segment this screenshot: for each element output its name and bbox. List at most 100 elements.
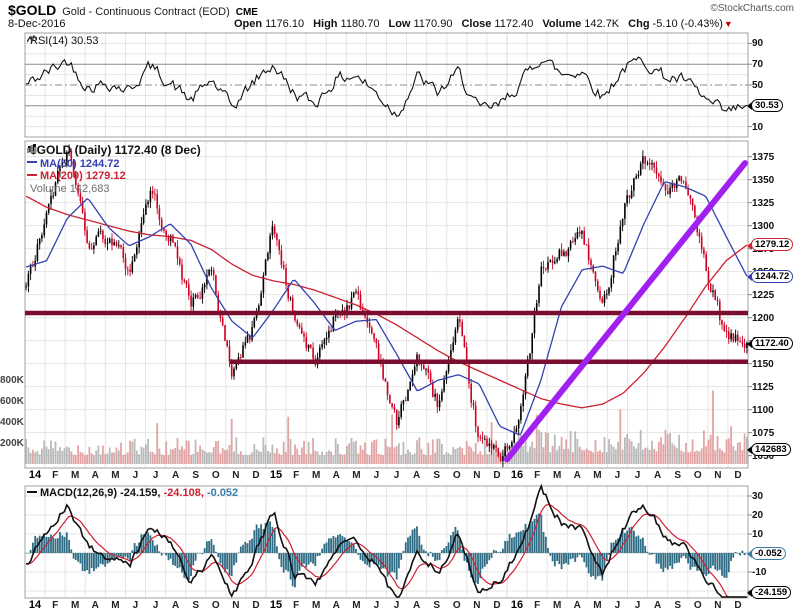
month-label: O <box>693 600 702 611</box>
month-label: N <box>232 600 240 611</box>
month-label: 16 <box>510 599 524 611</box>
month-label: J <box>634 600 641 611</box>
month-label: F <box>293 470 300 481</box>
month-label: N <box>714 600 722 611</box>
quote-high: High 1180.70 <box>313 18 380 30</box>
rsi-axis-label: 90 <box>752 38 764 50</box>
macd-hist-value: -0.052 <box>206 487 239 499</box>
macd-axis-label: 30 <box>752 491 764 502</box>
month-label: F <box>52 470 59 481</box>
month-label: 16 <box>510 469 524 481</box>
month-label: M <box>71 600 80 611</box>
month-label: J <box>614 470 621 481</box>
volume-axis-label: 400K <box>0 417 24 428</box>
volume-label: Volume 142,683 <box>30 182 110 195</box>
price-axis-label: 1200 <box>752 312 775 324</box>
month-label: M <box>593 600 602 611</box>
change-down-icon: ▼ <box>723 19 733 29</box>
macd-axis-label: 10 <box>752 529 764 540</box>
price-axis-label: 1300 <box>752 220 775 232</box>
month-label: A <box>172 600 180 611</box>
exchange: CME <box>235 7 258 18</box>
month-label: J <box>132 470 139 481</box>
month-label: A <box>172 470 180 481</box>
month-label: S <box>674 470 682 481</box>
month-label: A <box>91 600 99 611</box>
price-axis-label: 1125 <box>752 381 774 393</box>
close-value-tag: 1172.40 <box>747 336 793 350</box>
price-axis-label: 1375 <box>752 151 775 163</box>
month-label: 14 <box>28 599 42 611</box>
rsi-value-tag: 30.53 <box>747 98 783 112</box>
volume-axis-label: 800K <box>0 375 24 386</box>
copyright-link[interactable]: ©StockCharts.com <box>710 3 794 14</box>
month-label: A <box>573 600 581 611</box>
month-label: N <box>232 470 240 481</box>
month-label: D <box>493 470 501 481</box>
macd-line <box>26 483 747 598</box>
month-label: M <box>312 470 321 481</box>
month-label: 15 <box>269 469 283 481</box>
month-label: M <box>352 470 361 481</box>
price-legend-title: $GOLD (Daily) 1172.40 (8 Dec) <box>30 143 201 157</box>
ma200-line <box>25 195 748 409</box>
month-label: J <box>152 600 159 611</box>
month-label: O <box>452 600 461 611</box>
month-label: N <box>473 600 481 611</box>
month-label: O <box>211 470 220 481</box>
price-axis-label: 1100 <box>752 404 774 416</box>
price-legend: $GOLD (Daily) 1172.40 (8 Dec) MA(50) 124… <box>27 144 201 195</box>
month-label: A <box>413 600 421 611</box>
month-label: M <box>71 470 80 481</box>
month-label: M <box>312 600 321 611</box>
chart-date: 8-Dec-2016 <box>8 18 66 30</box>
quote-volume: Volume 142.7K <box>542 18 620 30</box>
month-label: J <box>373 470 380 481</box>
ma200-value-tag: 1279.12 <box>746 238 794 252</box>
month-label: M <box>593 470 602 481</box>
quote-change: Chg -5.10 (-0.43%)▼ <box>628 18 733 30</box>
ma200-label: MA(200) 1279.12 <box>40 170 126 182</box>
macd-swatch <box>27 490 37 493</box>
macd-hist-tag: -0.052 <box>747 546 786 560</box>
macd-axis-label: 20 <box>752 510 764 521</box>
month-label: A <box>654 600 662 611</box>
price-axis-label: 1325 <box>752 197 775 209</box>
month-label: M <box>553 600 562 611</box>
month-label: F <box>293 600 300 611</box>
quote-open: Open 1176.10 <box>234 18 305 30</box>
price-axis-label: 1225 <box>752 289 775 301</box>
macd-axis-label: -10 <box>752 567 767 578</box>
month-label: D <box>252 600 260 611</box>
month-label: J <box>152 470 159 481</box>
month-label: J <box>614 600 621 611</box>
quote-low: Low 1170.90 <box>388 18 453 30</box>
quote-close: Close 1172.40 <box>461 18 534 30</box>
ohlc-quote: Open 1176.10 High 1180.70 Low 1170.90 Close… <box>234 18 733 30</box>
rsi-axis-label: 70 <box>752 59 764 71</box>
symbol: $GOLD <box>8 2 57 18</box>
rsi-line <box>26 56 748 117</box>
month-label: O <box>452 470 461 481</box>
price-axis-label: 1050 <box>752 450 775 462</box>
month-label: S <box>674 600 682 611</box>
month-label: F <box>534 600 541 611</box>
month-label: 14 <box>28 469 42 481</box>
month-label: 15 <box>269 599 283 611</box>
ma200-swatch <box>27 173 37 176</box>
macd-legend: MACD(12,26,9) -24.159, -24.108, -0.052 <box>27 487 238 499</box>
rsi-axis-label: 50 <box>752 80 764 91</box>
month-label: A <box>91 470 99 481</box>
header: $GOLD Gold - Continuous Contract (EOD) CME… <box>8 2 794 18</box>
macd-value: -24.159, <box>120 487 161 499</box>
rsi-legend-label: RSI(14) 30.53 <box>30 35 99 47</box>
rsi-axis-label: 10 <box>752 121 764 133</box>
month-label: A <box>332 470 340 481</box>
trendline <box>504 160 748 463</box>
month-label: D <box>734 600 742 611</box>
month-label: A <box>573 470 581 481</box>
month-label: J <box>132 600 139 611</box>
month-label: D <box>734 470 742 481</box>
